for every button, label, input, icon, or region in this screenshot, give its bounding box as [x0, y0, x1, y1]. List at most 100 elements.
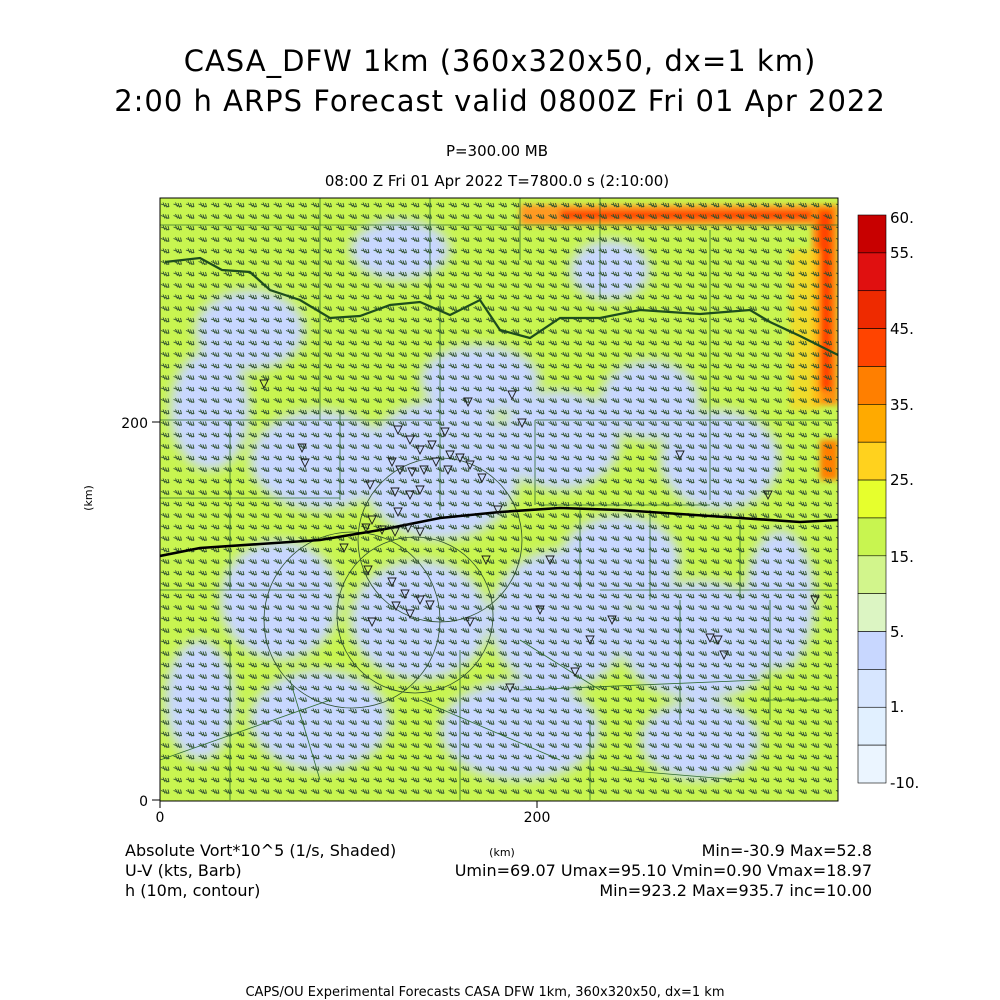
vorticity-stats: Min=-30.9 Max=52.8	[701, 841, 872, 860]
station-marker	[405, 609, 415, 620]
colorbar-label-35: 35.	[890, 396, 914, 414]
legend-vorticity: Absolute Vort*10^5 (1/s, Shaded)	[125, 841, 397, 860]
colorbar-swatch	[857, 366, 887, 405]
colorbar-label-60: 60.	[890, 209, 914, 227]
plot-title-line2: 2:00 h ARPS Forecast valid 0800Z Fri 01 …	[114, 84, 886, 118]
station-marker	[465, 617, 475, 628]
colorbar-swatch	[857, 479, 887, 519]
station-marker	[545, 555, 555, 566]
station-marker	[713, 635, 723, 646]
height-contour-north	[164, 256, 838, 356]
station-marker	[361, 523, 371, 534]
x-tick-200: 200	[524, 810, 551, 826]
y-tick-0: 0	[139, 794, 148, 810]
wind-stats: Umin=69.07 Umax=95.10 Vmin=0.90 Vmax=18.…	[454, 861, 872, 880]
station-marker	[675, 450, 685, 461]
station-marker	[415, 485, 425, 496]
station-marker	[427, 440, 437, 451]
county-line	[519, 679, 761, 691]
county-line	[619, 769, 741, 781]
station-marker	[431, 457, 441, 468]
station-marker	[367, 515, 377, 526]
station-marker	[365, 480, 375, 491]
colorbar-swatch	[857, 593, 887, 632]
vorticity-shading	[160, 198, 838, 801]
colorbar-label-5: 5.	[890, 623, 904, 641]
colorbar-swatch	[857, 214, 887, 254]
legend-wind-barbs: U-V (kts, Barb)	[125, 861, 242, 880]
station-marker	[387, 577, 397, 588]
station-marker	[259, 379, 269, 390]
station-marker	[445, 450, 455, 461]
station-marker	[395, 465, 405, 476]
height-contour-south	[160, 506, 838, 558]
station-marker	[443, 465, 453, 476]
y-tick-200: 200	[121, 416, 148, 432]
colorbar-swatch	[857, 290, 887, 329]
credit-footer: CAPS/OU Experimental Forecasts CASA DFW …	[245, 985, 725, 1000]
station-marker	[505, 683, 515, 694]
station-marker	[705, 633, 715, 644]
colorbar-swatch	[857, 669, 887, 708]
station-marker	[393, 507, 403, 518]
colorbar	[857, 214, 887, 784]
station-marker	[507, 390, 517, 401]
colorbar-label-15: 15.	[890, 548, 914, 566]
station-marker	[415, 527, 425, 538]
colorbar-label-neg10: -10.	[890, 774, 919, 792]
station-marker	[763, 490, 773, 501]
station-marker	[493, 505, 503, 516]
county-line	[419, 699, 561, 761]
county-boundaries	[160, 198, 838, 800]
colorbar-swatch	[857, 441, 887, 481]
station-marker	[455, 453, 465, 464]
county-line	[289, 679, 321, 781]
station-marker	[719, 650, 729, 661]
station-marker	[363, 565, 373, 576]
colorbar-label-1: 1.	[890, 698, 904, 716]
plot-title-line1: CASA_DFW 1km (360x320x50, dx=1 km)	[183, 44, 817, 78]
station-marker	[465, 460, 475, 471]
station-marker	[419, 465, 429, 476]
station-marker	[393, 425, 403, 436]
county-line	[160, 699, 331, 761]
station-marker	[463, 397, 473, 408]
colorbar-label-55: 55.	[890, 244, 914, 262]
colorbar-swatch	[857, 555, 887, 594]
station-marker	[415, 595, 425, 606]
station-marker	[415, 445, 425, 456]
station-marker	[535, 605, 545, 616]
x-axis-label: (km)	[489, 846, 515, 859]
station-marker	[405, 435, 415, 446]
colorbar-swatch	[857, 744, 887, 784]
station-marker	[425, 600, 435, 611]
station-marker	[607, 615, 617, 626]
map-frame	[159, 197, 839, 802]
station-marker	[405, 490, 415, 501]
wind-barbs	[160, 198, 838, 801]
station-marker	[400, 589, 410, 600]
station-markers	[259, 379, 820, 694]
colorbar-swatch	[857, 631, 887, 670]
colorbar-swatch	[857, 404, 887, 443]
colorbar-labels: 60. 55. 45. 35. 25. 15. 5. 1. -10.	[890, 209, 919, 792]
pressure-level-label: P=300.00 MB	[445, 142, 549, 160]
x-tick-0: 0	[156, 810, 165, 826]
colorbar-label-45: 45.	[890, 320, 914, 338]
colorbar-swatch	[857, 517, 887, 557]
station-marker	[367, 617, 377, 628]
station-marker	[407, 467, 417, 478]
station-marker	[481, 555, 491, 566]
station-marker	[391, 601, 401, 612]
station-marker	[440, 427, 450, 438]
station-marker	[585, 635, 595, 646]
station-marker	[477, 473, 487, 484]
station-marker	[300, 458, 310, 469]
height-stats: Min=923.2 Max=935.7 inc=10.00	[599, 881, 872, 900]
station-marker	[339, 543, 349, 554]
station-marker	[390, 527, 400, 538]
station-marker	[517, 418, 527, 429]
legend-height-contour: h (10m, contour)	[125, 881, 261, 900]
colorbar-swatch	[857, 328, 887, 367]
